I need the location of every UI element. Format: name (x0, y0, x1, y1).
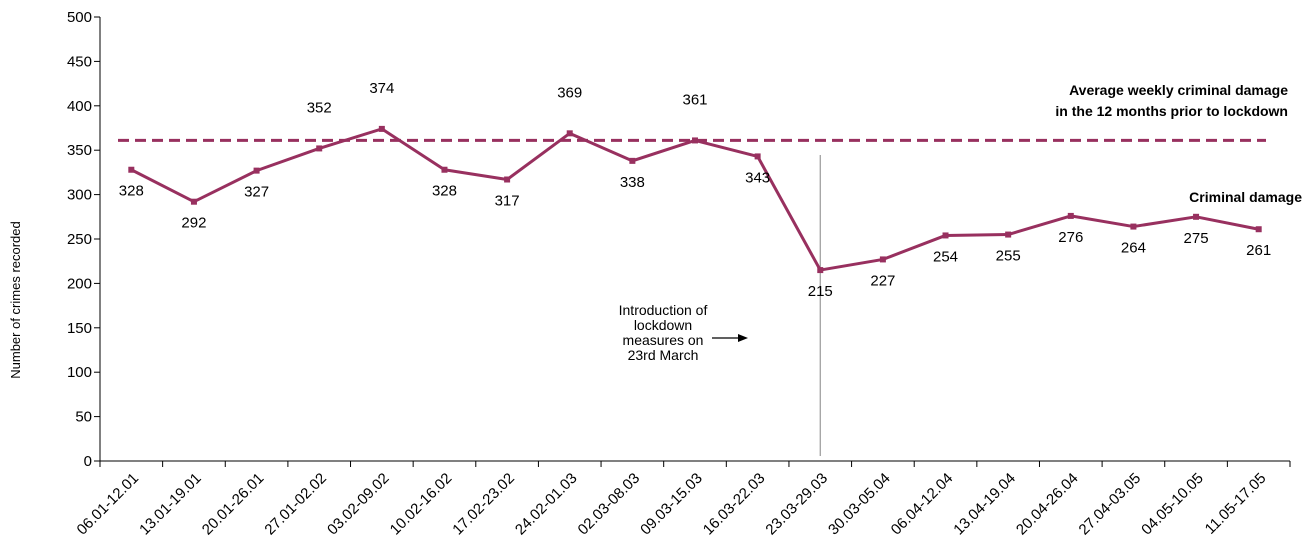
data-label: 343 (745, 169, 770, 186)
y-tick-label: 150 (67, 320, 92, 337)
x-tick-label: 16.03-22.03 (700, 470, 769, 539)
data-point (1193, 213, 1200, 220)
data-point (1067, 212, 1074, 219)
data-point (817, 267, 824, 274)
data-point (754, 153, 761, 160)
data-label: 215 (808, 283, 833, 300)
data-point (1255, 226, 1262, 233)
annotation-text-line: Introduction of (619, 302, 708, 318)
x-tick-label: 09.03-15.03 (637, 470, 706, 539)
series-label: Criminal damage (1189, 189, 1302, 205)
data-point (190, 198, 197, 205)
x-tick-label: 13.04-19.04 (950, 470, 1019, 539)
x-tick-label: 06.01-12.01 (73, 470, 142, 539)
x-tick-label: 23.03-29.03 (762, 470, 831, 539)
x-tick-label: 20.04-26.04 (1013, 470, 1082, 539)
data-label: 328 (432, 183, 457, 200)
reference-label-line2: in the 12 months prior to lockdown (1055, 103, 1288, 119)
annotation-text-line: 23rd March (628, 347, 699, 363)
data-label: 328 (119, 183, 144, 200)
x-tick-label: 10.02-16.02 (387, 470, 456, 539)
data-label: 361 (682, 91, 707, 108)
data-label: 227 (870, 272, 895, 289)
y-tick-label: 0 (84, 453, 92, 470)
annotation-arrow-head (738, 334, 748, 342)
y-tick-label: 300 (67, 187, 92, 204)
data-label: 338 (620, 174, 645, 191)
data-label: 369 (557, 84, 582, 101)
x-tick-label: 11.05-17.05 (1202, 470, 1270, 538)
data-point (441, 166, 448, 173)
series-line (130, 127, 1259, 272)
data-label: 261 (1246, 242, 1271, 259)
data-point (1005, 231, 1012, 238)
reference-label-line1: Average weekly criminal damage (1069, 82, 1288, 98)
data-point (378, 125, 385, 132)
y-tick-label: 450 (67, 53, 92, 70)
annotation-text-line: measures on (623, 332, 704, 348)
data-label: 352 (307, 99, 332, 116)
x-tick-label: 06.04-12.04 (888, 470, 957, 539)
data-label: 317 (495, 193, 520, 210)
data-point (879, 256, 886, 263)
data-point (629, 157, 636, 164)
data-point (566, 130, 573, 137)
x-tick-label: 27.04-03.05 (1076, 470, 1145, 539)
x-tick-label: 02.03-08.03 (575, 470, 644, 539)
data-label: 276 (1058, 229, 1083, 246)
x-tick-label: 24.02-01.03 (512, 470, 581, 539)
x-tick-label: 04.05-10.05 (1138, 470, 1207, 539)
data-point (128, 166, 135, 173)
data-label: 254 (933, 248, 958, 265)
x-tick-label: 17.02-23.02 (449, 470, 518, 539)
y-axis: 0 50 100 150 200 250 300 350 400 450 500 (67, 9, 101, 470)
series-criminal-damage (128, 125, 1262, 274)
y-tick-label: 50 (75, 409, 92, 426)
x-tick-label: 27.01-02.02 (261, 470, 330, 539)
y-axis-title: Number of crimes recorded (8, 221, 23, 379)
x-tick-label: 03.02-09.02 (324, 470, 393, 539)
data-label: 264 (1121, 240, 1146, 257)
data-point (692, 137, 698, 144)
y-tick-label: 350 (67, 142, 92, 159)
x-axis: 06.01-12.0113.01-19.0120.01-26.0127.01-0… (73, 460, 1291, 539)
data-label: 255 (996, 248, 1021, 265)
data-labels: 328 292 327 352 374 328 317 369 338 361 343 215 227 2… (119, 80, 1271, 300)
x-tick-label: 30.03-05.04 (825, 470, 894, 539)
data-point (1130, 223, 1137, 230)
y-tick-label: 100 (67, 364, 92, 381)
data-label: 327 (244, 184, 269, 201)
data-label: 292 (181, 215, 206, 232)
y-tick-label: 500 (67, 9, 92, 26)
annotation-text-line: lockdown (634, 317, 692, 333)
data-point (942, 232, 949, 239)
x-tick-label: 13.01-19.01 (136, 470, 205, 539)
y-tick-label: 400 (67, 98, 92, 115)
x-tick-label: 20.01-26.01 (199, 470, 268, 539)
y-tick-label: 200 (67, 275, 92, 292)
data-point (253, 167, 260, 174)
data-point (316, 145, 323, 152)
data-label: 374 (369, 80, 394, 97)
y-tick-label: 250 (67, 231, 92, 248)
data-point (504, 176, 511, 183)
data-label: 275 (1184, 230, 1209, 247)
